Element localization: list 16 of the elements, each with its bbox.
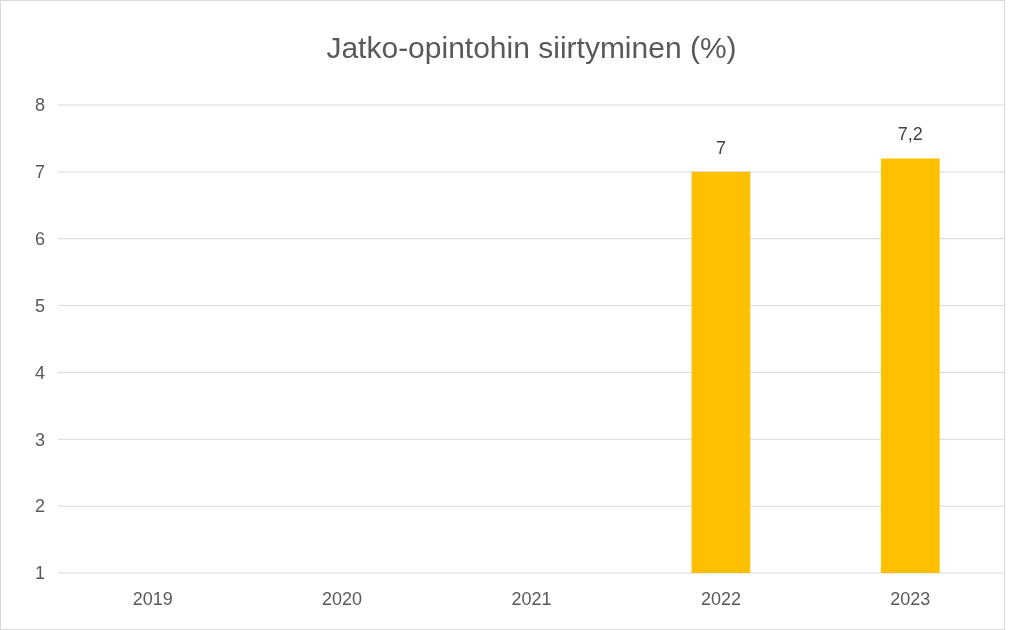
x-tick-label: 2023 [890, 589, 931, 609]
x-tick-label: 2020 [322, 589, 363, 609]
y-tick-label: 6 [34, 229, 46, 250]
x-tick-label: 2022 [700, 589, 741, 609]
data-label: 7 [715, 137, 726, 158]
y-tick-label: 2 [34, 496, 46, 517]
y-tick-label: 1 [34, 563, 46, 584]
x-tick-label: 2021 [511, 589, 552, 609]
y-tick-label: 5 [34, 295, 46, 316]
y-tick-label: 7 [34, 162, 46, 183]
data-label: 7,2 [897, 124, 923, 145]
chart-title: Jatko-opintohin siirtyminen (%) [326, 31, 737, 64]
x-tick-label: 2019 [132, 589, 173, 609]
y-tick-label: 3 [34, 429, 46, 450]
y-tick-label: 4 [34, 362, 46, 383]
y-tick-label: 8 [34, 95, 46, 116]
